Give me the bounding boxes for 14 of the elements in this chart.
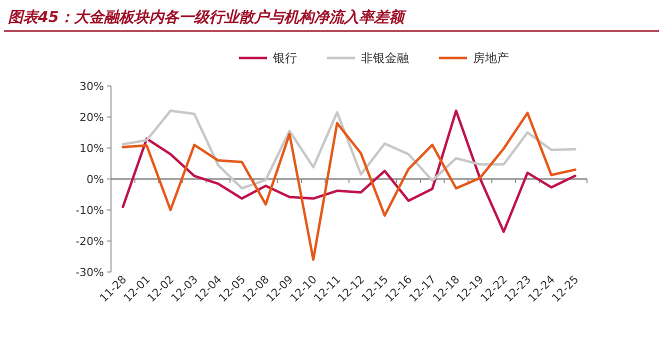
y-tick-label: -20% <box>76 235 104 248</box>
legend-label: 银行 <box>272 51 297 65</box>
line-series <box>122 112 576 261</box>
y-tick-label: -30% <box>76 266 104 279</box>
y-tick-label: -10% <box>76 204 104 217</box>
legend-label: 房地产 <box>473 51 509 65</box>
chart-title: 图表45：大金融板块内各一级行业散户与机构净流入率差额 <box>8 8 407 26</box>
y-tick-label: 20% <box>80 111 104 124</box>
y-tick-label: 0% <box>86 173 104 186</box>
y-tick-label: 10% <box>80 142 104 155</box>
line-series <box>122 110 576 190</box>
legend-label: 非银金融 <box>361 51 409 65</box>
line-series <box>122 110 576 233</box>
y-tick-label: 30% <box>80 80 104 93</box>
